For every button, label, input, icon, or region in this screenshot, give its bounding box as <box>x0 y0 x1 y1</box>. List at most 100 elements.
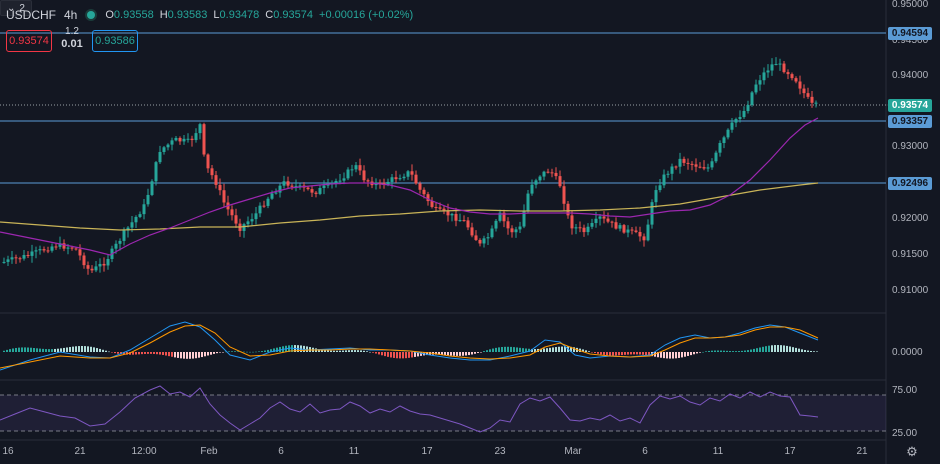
candle-body <box>130 222 134 228</box>
price-axis-label: 0.91000 <box>892 285 929 296</box>
candle-body <box>534 180 538 185</box>
time-axis-label: Feb <box>200 446 218 457</box>
timeframe-label[interactable]: 4h <box>64 8 78 22</box>
candle-body <box>406 171 410 177</box>
macd-bar <box>39 348 41 352</box>
macd-bar <box>324 350 326 352</box>
macd-bar <box>663 352 665 359</box>
macd-bar <box>93 347 95 352</box>
macd-bar <box>417 352 419 357</box>
macd-bar <box>150 352 152 354</box>
macd-bar <box>630 352 632 355</box>
candle-body <box>174 137 178 141</box>
candle-body <box>602 216 606 219</box>
indicators-toggle-button[interactable]: ⌄ 2 <box>0 0 32 16</box>
macd-bar <box>696 352 698 354</box>
macd-bar <box>411 352 413 358</box>
macd-bar <box>738 351 740 352</box>
price-tag-hline-2[interactable]: 0.93357 <box>888 115 932 128</box>
candle-body <box>150 181 154 195</box>
candle-body <box>498 212 502 221</box>
candle-body <box>666 173 670 175</box>
time-axis-label: 6 <box>278 446 284 457</box>
time-axis-label: 11 <box>712 446 724 457</box>
candle-body <box>122 230 126 241</box>
macd-bar <box>369 351 371 353</box>
macd-bar <box>258 351 260 352</box>
price-tag-current: 0.93574 <box>888 99 932 112</box>
candle-body <box>346 169 350 179</box>
macd-bar <box>336 350 338 352</box>
macd-bar <box>138 352 140 355</box>
macd-bar <box>528 348 530 352</box>
macd-bar <box>471 352 473 355</box>
macd-bar <box>684 352 686 357</box>
macd-bar <box>723 350 725 352</box>
macd-bar <box>387 352 389 357</box>
macd-bar <box>342 350 344 352</box>
candle-body <box>530 184 534 194</box>
candle-body <box>590 223 594 227</box>
macd-bar <box>147 352 149 354</box>
macd-bar <box>372 352 374 353</box>
candle-body <box>774 64 778 66</box>
macd-bar <box>594 352 596 354</box>
macd-bar <box>447 352 449 356</box>
candle-body <box>558 176 562 187</box>
candle-body <box>202 124 206 155</box>
macd-bar <box>666 352 668 359</box>
time-axis-label: 17 <box>421 446 433 457</box>
candle-body <box>710 161 714 168</box>
sell-button[interactable]: 0.93574 <box>6 30 52 52</box>
candle-body <box>294 185 298 187</box>
candle-body <box>134 216 138 223</box>
macd-bar <box>414 352 416 357</box>
candle-body <box>450 213 454 216</box>
candle-body <box>762 72 766 81</box>
price-tag-hline-3[interactable]: 0.92496 <box>888 177 932 190</box>
macd-bar <box>84 346 86 352</box>
macd-bar <box>267 349 269 352</box>
macd-bar <box>678 352 680 358</box>
candle-body <box>306 187 310 190</box>
macd-bar <box>279 346 281 352</box>
high-value: 0.93583 <box>167 9 208 21</box>
spread-bottom[interactable]: 0.01 <box>61 38 83 50</box>
macd-bar <box>54 348 56 352</box>
low-label: L <box>213 9 220 21</box>
macd-bar <box>174 352 176 358</box>
candle-body <box>490 228 494 238</box>
macd-bar <box>732 351 734 352</box>
candle-body <box>726 129 730 138</box>
macd-bar <box>270 349 272 352</box>
candle-body <box>210 168 214 176</box>
gear-icon[interactable]: ⚙ <box>906 444 918 459</box>
high-label: H <box>159 9 168 21</box>
candle-body <box>26 255 30 257</box>
candle-body <box>514 229 518 233</box>
macd-bar <box>33 347 35 352</box>
ma-fast-line <box>0 117 819 256</box>
candle-body <box>730 122 734 130</box>
macd-bar <box>207 352 209 356</box>
candle-body <box>446 210 450 216</box>
buy-button[interactable]: 0.93586 <box>92 30 138 52</box>
macd-bar <box>117 352 119 354</box>
chevron-down-icon: ⌄ <box>7 2 16 14</box>
candle-body <box>670 166 674 174</box>
symbol-label[interactable]: USDCHF <box>6 8 56 22</box>
low-value: 0.93478 <box>219 9 260 21</box>
macd-bar <box>534 349 536 352</box>
macd-bar <box>162 352 164 356</box>
candle-body <box>330 182 334 184</box>
macd-bar <box>762 346 764 352</box>
price-tag-hline-1[interactable]: 0.94594 <box>888 27 932 40</box>
macd-bar <box>327 350 329 352</box>
candle-body <box>178 137 182 142</box>
macd-bar <box>159 352 161 355</box>
candle-body <box>106 258 110 266</box>
open-value: 0.93558 <box>113 9 154 21</box>
candle-body <box>10 257 14 260</box>
macd-bar <box>408 352 410 358</box>
